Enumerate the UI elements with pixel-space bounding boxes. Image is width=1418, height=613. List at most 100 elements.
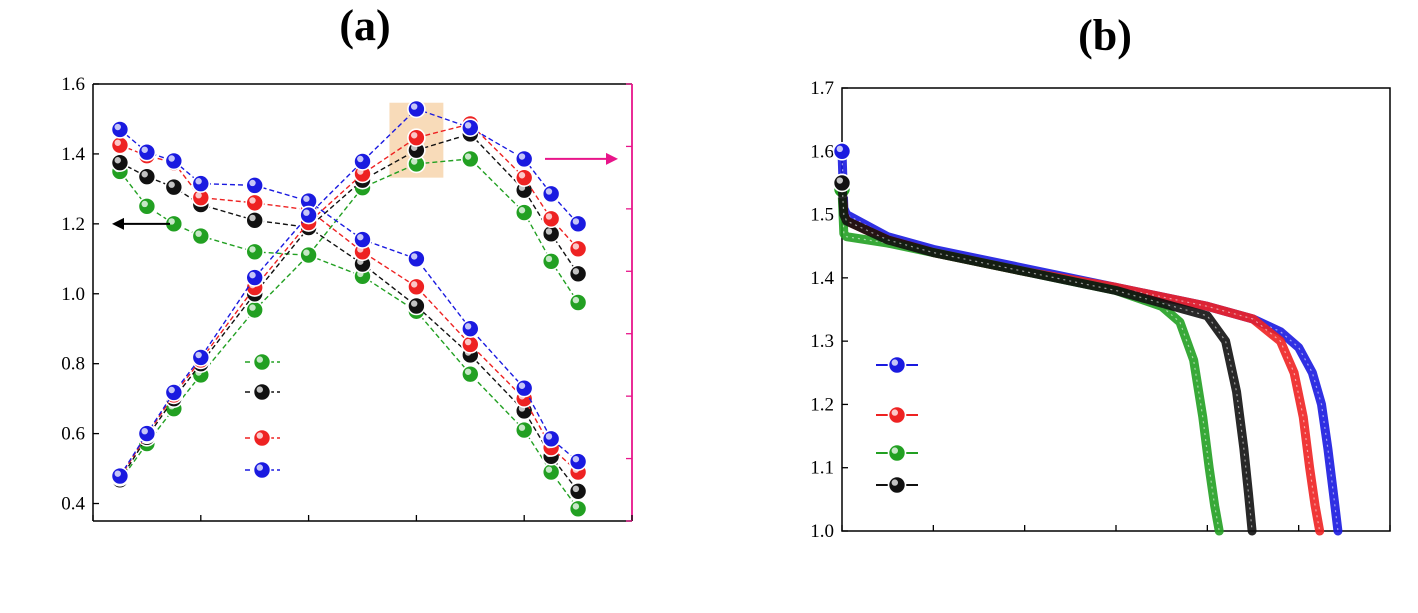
- panel-b-label: (b): [1078, 11, 1132, 60]
- curve-band: [837, 146, 1343, 536]
- power-point-highlight: [464, 153, 472, 160]
- legend-marker-highlight: [891, 447, 898, 454]
- voltage-point-highlight: [168, 218, 175, 225]
- voltage-point: [541, 429, 561, 449]
- legend-item: [245, 382, 280, 402]
- curve-marker-texture: [841, 182, 1253, 532]
- power-point: [568, 264, 588, 284]
- voltage-point: [164, 151, 184, 171]
- y-tick-label: 1.4: [61, 144, 85, 165]
- series-3: [110, 99, 588, 486]
- voltage-point-highlight: [572, 485, 580, 493]
- voltage-point: [407, 296, 426, 316]
- power-point-highlight: [518, 172, 526, 179]
- voltage-point: [541, 462, 561, 482]
- voltage-point-highlight: [464, 338, 472, 346]
- y-tick-label: 1.6: [61, 74, 85, 95]
- legend-item: [245, 460, 280, 480]
- curve-marker-texture: [841, 151, 1339, 532]
- voltage-point: [110, 135, 130, 155]
- voltage-point-highlight: [545, 466, 553, 473]
- legend-marker-highlight: [891, 359, 898, 366]
- voltage-line: [119, 144, 579, 473]
- curve-marker-texture: [841, 182, 1321, 532]
- power-point: [568, 293, 588, 312]
- chart-a: 0.4 0.6 0.8 1.0 1.2 1.4 1.6: [61, 74, 633, 522]
- voltage-point: [245, 211, 264, 230]
- power-point: [407, 128, 426, 147]
- y-tick-label: 1.3: [810, 331, 834, 352]
- voltage-point: [407, 277, 426, 297]
- voltage-point-highlight: [411, 281, 418, 288]
- voltage-point-highlight: [141, 171, 148, 178]
- voltage-point-highlight: [572, 503, 580, 510]
- voltage-point: [191, 174, 211, 193]
- power-point: [568, 214, 588, 234]
- power-point-highlight: [114, 470, 121, 477]
- power-point: [514, 168, 534, 187]
- y-tick-label: 1.7: [810, 78, 834, 99]
- start-point-highlight: [836, 145, 843, 153]
- legend-marker-highlight: [256, 356, 263, 363]
- power-point-highlight: [357, 155, 364, 163]
- y-tick-label: 1.4: [810, 268, 834, 289]
- power-arrow-head: [606, 152, 618, 165]
- voltage-point-highlight: [411, 253, 418, 260]
- power-point: [245, 268, 264, 287]
- voltage-line: [119, 162, 579, 492]
- voltage-point-highlight: [545, 433, 553, 440]
- legend-marker: [252, 352, 272, 372]
- y-tick-label: 0.6: [61, 424, 85, 445]
- legend-marker: [252, 428, 272, 448]
- power-point: [514, 203, 534, 222]
- power-point: [137, 424, 157, 443]
- legend-item: [876, 405, 918, 425]
- legend-marker: [252, 460, 272, 480]
- power-line: [119, 108, 579, 477]
- power-point-highlight: [572, 268, 580, 275]
- legend-marker-highlight: [256, 464, 263, 471]
- voltage-point-highlight: [168, 155, 175, 162]
- legend-item: [245, 428, 280, 448]
- power-point-highlight: [545, 188, 553, 195]
- y-tick-label: 1.2: [61, 214, 85, 235]
- legend-marker: [252, 382, 272, 402]
- y-tick-label: 1.2: [810, 394, 834, 415]
- voltage-point-highlight: [411, 300, 418, 307]
- y-tick-label: 1.0: [810, 521, 834, 542]
- legend-marker-highlight: [891, 479, 898, 486]
- voltage-point-highlight: [464, 368, 472, 375]
- voltage-point: [191, 226, 211, 246]
- series-0: [832, 141, 1343, 536]
- voltage-point-highlight: [168, 181, 175, 188]
- y-tick-label: 1.1: [810, 458, 834, 479]
- power-point-highlight: [141, 428, 148, 435]
- power-point: [460, 118, 480, 137]
- power-point-highlight: [545, 213, 553, 220]
- power-point-highlight: [168, 386, 175, 394]
- legend-item: [876, 475, 918, 495]
- voltage-point-highlight: [249, 246, 256, 253]
- voltage-point-highlight: [114, 157, 121, 164]
- voltage-point-highlight: [195, 192, 202, 199]
- power-point-highlight: [518, 207, 526, 214]
- voltage-point: [568, 452, 588, 471]
- power-point-highlight: [195, 351, 202, 359]
- power-point-highlight: [411, 132, 418, 139]
- voltage-point-highlight: [114, 139, 121, 146]
- power-point: [299, 205, 318, 225]
- voltage-point-highlight: [114, 123, 121, 131]
- voltage-point: [568, 481, 588, 501]
- power-point-highlight: [545, 255, 553, 263]
- power-point: [299, 245, 318, 265]
- legend-item: [245, 352, 280, 372]
- legend-marker: [887, 443, 907, 463]
- start-point: [832, 173, 852, 193]
- power-point: [353, 152, 372, 171]
- voltage-point: [407, 249, 426, 269]
- power-point: [191, 348, 211, 367]
- voltage-point: [137, 167, 157, 186]
- voltage-point: [460, 335, 480, 354]
- voltage-point: [137, 197, 157, 216]
- power-point: [514, 149, 534, 169]
